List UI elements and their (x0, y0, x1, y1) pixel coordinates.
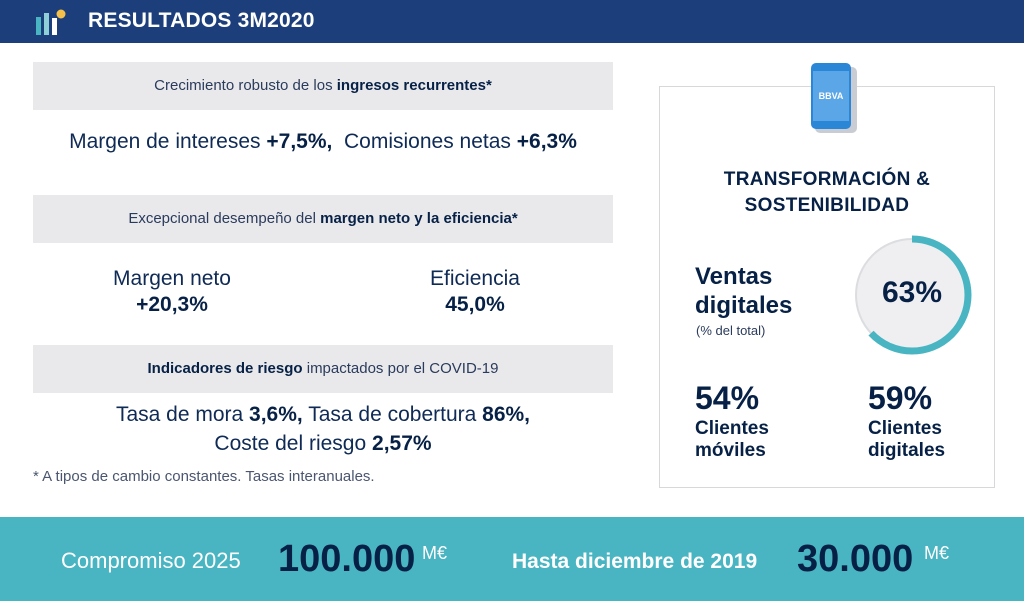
header-bar (0, 0, 1024, 43)
phone-brand-label: BBVA (819, 91, 844, 101)
footnote: * A tipos de cambio constantes. Tasas in… (33, 468, 375, 485)
digital-sales-sublabel: (% del total) (696, 323, 766, 338)
until-value: 30.000 (797, 538, 914, 580)
page-title: RESULTADOS 3M2020 (88, 9, 315, 32)
mobile-clients-stat: 54% Clientes móviles (695, 380, 769, 461)
digital-sales-label: Ventas digitales (695, 263, 793, 319)
commitment-value: 100.000 (278, 538, 416, 580)
band-risk-indicators: Indicadores de riesgo impactados por el … (33, 345, 613, 393)
risk-line-1: Tasa de mora 3,6%, Tasa de cobertura 86%… (115, 403, 531, 426)
mobile-phone-icon: BBVA (811, 63, 857, 133)
digital-sales-ring (852, 235, 972, 355)
digital-clients-stat: 59% Clientes digitales (868, 380, 946, 461)
band-recurring-revenue: Crecimiento robusto de los ingresos recu… (33, 62, 613, 110)
results-logo-icon (36, 9, 66, 35)
until-unit: M€ (924, 543, 950, 563)
recurring-revenue-line: Margen de intereses +7,5%, Comisiones ne… (69, 130, 577, 153)
commitment-unit: M€ (422, 543, 448, 563)
net-margin-metric: Margen neto +20,3% (113, 267, 231, 316)
ring-progress-arc (852, 235, 972, 355)
commitment-label: Compromiso 2025 (61, 548, 241, 573)
risk-line-2: Coste del riesgo 2,57% (214, 432, 432, 455)
panel-title: TRANSFORMACIÓN & SOSTENIBILIDAD (723, 169, 931, 216)
efficiency-metric: Eficiencia 45,0% (430, 267, 520, 316)
band-net-margin-efficiency: Excepcional desempeño del margen neto y … (33, 195, 613, 243)
digital-sales-value: 63% (881, 276, 943, 309)
footer-bar (0, 517, 1024, 601)
until-label: Hasta diciembre de 2019 (512, 550, 758, 573)
